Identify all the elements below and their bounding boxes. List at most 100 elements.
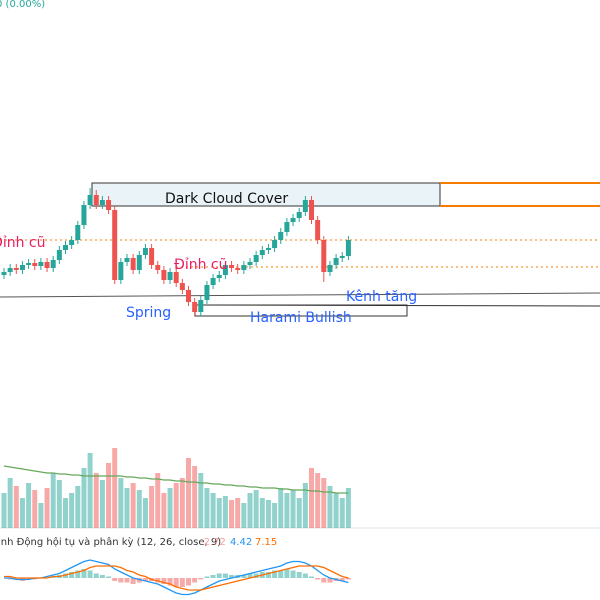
candle-body bbox=[124, 258, 130, 262]
volume-bar bbox=[19, 498, 25, 528]
volume-bar bbox=[216, 498, 222, 528]
volume-bar bbox=[167, 488, 173, 528]
candle-body bbox=[118, 262, 124, 280]
volume-bar bbox=[69, 493, 75, 528]
volume-bar bbox=[302, 483, 308, 528]
macd-hist bbox=[173, 578, 179, 587]
macd-hist bbox=[69, 572, 75, 578]
macd-hist bbox=[75, 570, 81, 578]
volume-bar bbox=[210, 493, 216, 528]
candle-body bbox=[179, 283, 185, 290]
volume-bar bbox=[136, 490, 142, 528]
candle-body bbox=[229, 265, 235, 268]
dark-cloud-box bbox=[91, 182, 441, 207]
macd-hist bbox=[345, 578, 351, 580]
volume-bar bbox=[155, 473, 161, 528]
volume-bar bbox=[296, 498, 302, 528]
volume-bar bbox=[229, 500, 235, 528]
macd-hist bbox=[106, 576, 112, 578]
volume-bar bbox=[106, 463, 112, 528]
volume-bar bbox=[284, 493, 290, 528]
volume-bar bbox=[198, 473, 204, 528]
candle-body bbox=[26, 263, 32, 265]
indicator-value: -2.72 bbox=[200, 537, 226, 548]
volume-bar bbox=[142, 498, 148, 528]
volume-bar bbox=[290, 490, 296, 528]
candle-body bbox=[210, 278, 216, 285]
candle-body bbox=[99, 200, 105, 205]
candle-body bbox=[272, 240, 278, 248]
volume-bar bbox=[50, 473, 56, 528]
candle-body bbox=[173, 272, 179, 283]
candle-body bbox=[315, 220, 321, 240]
header-text: 0 (0.00%) bbox=[0, 0, 45, 10]
macd-hist bbox=[284, 569, 290, 578]
macd-hist bbox=[136, 578, 142, 583]
candle-body bbox=[345, 240, 351, 256]
macd-hist bbox=[50, 576, 56, 578]
macd-hist bbox=[204, 576, 210, 578]
macd-hist bbox=[192, 578, 198, 583]
volume-bar bbox=[13, 486, 19, 528]
macd-hist bbox=[13, 578, 19, 580]
volume-bar bbox=[81, 468, 87, 528]
volume-bar bbox=[173, 483, 179, 528]
volume-bar bbox=[241, 503, 247, 528]
volume-bar bbox=[1, 493, 7, 528]
candle-body bbox=[87, 195, 93, 205]
volume-bar bbox=[26, 483, 32, 528]
volume-ma bbox=[3, 465, 349, 494]
macd-hist bbox=[32, 578, 38, 580]
volume-bar bbox=[118, 478, 124, 528]
candle-body bbox=[69, 240, 75, 245]
macd-hist bbox=[87, 570, 93, 578]
annotation: Harami Bullish bbox=[250, 310, 352, 326]
candle-body bbox=[75, 225, 81, 240]
volume-bar bbox=[235, 498, 241, 528]
signal-line bbox=[4, 565, 349, 591]
candle-body bbox=[38, 262, 44, 266]
candle-body bbox=[198, 300, 204, 312]
candle-body bbox=[204, 285, 210, 300]
macd-hist bbox=[229, 575, 235, 578]
candle-body bbox=[56, 250, 62, 260]
indicator-value: 7.15 bbox=[255, 537, 277, 548]
annotation: Spring bbox=[126, 305, 171, 321]
macd-hist bbox=[130, 578, 136, 584]
volume-bar bbox=[87, 453, 93, 528]
macd-hist bbox=[167, 578, 173, 586]
volume-bar bbox=[315, 473, 321, 528]
volume-bar bbox=[93, 473, 99, 528]
macd-hist bbox=[155, 578, 161, 583]
candle-body bbox=[130, 258, 136, 270]
volume-bar bbox=[161, 493, 167, 528]
macd-hist bbox=[179, 578, 185, 587]
candle-body bbox=[167, 272, 173, 280]
annotation: Dark Cloud Cover bbox=[165, 191, 288, 207]
indicator-value: 4.42 bbox=[230, 537, 252, 548]
macd-hist bbox=[118, 578, 124, 583]
volume-bar bbox=[272, 503, 278, 528]
marks bbox=[1, 188, 351, 596]
macd-hist bbox=[161, 578, 167, 584]
volume-bar bbox=[192, 466, 198, 528]
candle-body bbox=[290, 218, 296, 222]
volume-bar bbox=[75, 486, 81, 528]
candle-body bbox=[327, 265, 333, 272]
candle-body bbox=[235, 268, 241, 270]
macd-hist bbox=[272, 570, 278, 578]
volume-bar bbox=[149, 486, 155, 528]
candle-body bbox=[222, 265, 228, 275]
macd-hist bbox=[253, 573, 259, 578]
volume-bar bbox=[44, 488, 50, 528]
macd-hist bbox=[278, 570, 284, 578]
macd-hist bbox=[315, 578, 321, 580]
volume-bar bbox=[32, 490, 38, 528]
volume-bar bbox=[130, 483, 136, 528]
volume-bar bbox=[278, 488, 284, 528]
volume-bar bbox=[204, 488, 210, 528]
macd-hist bbox=[124, 578, 130, 583]
volume-bar bbox=[38, 503, 44, 528]
macd-hist bbox=[241, 575, 247, 578]
volume-bar bbox=[56, 480, 62, 528]
